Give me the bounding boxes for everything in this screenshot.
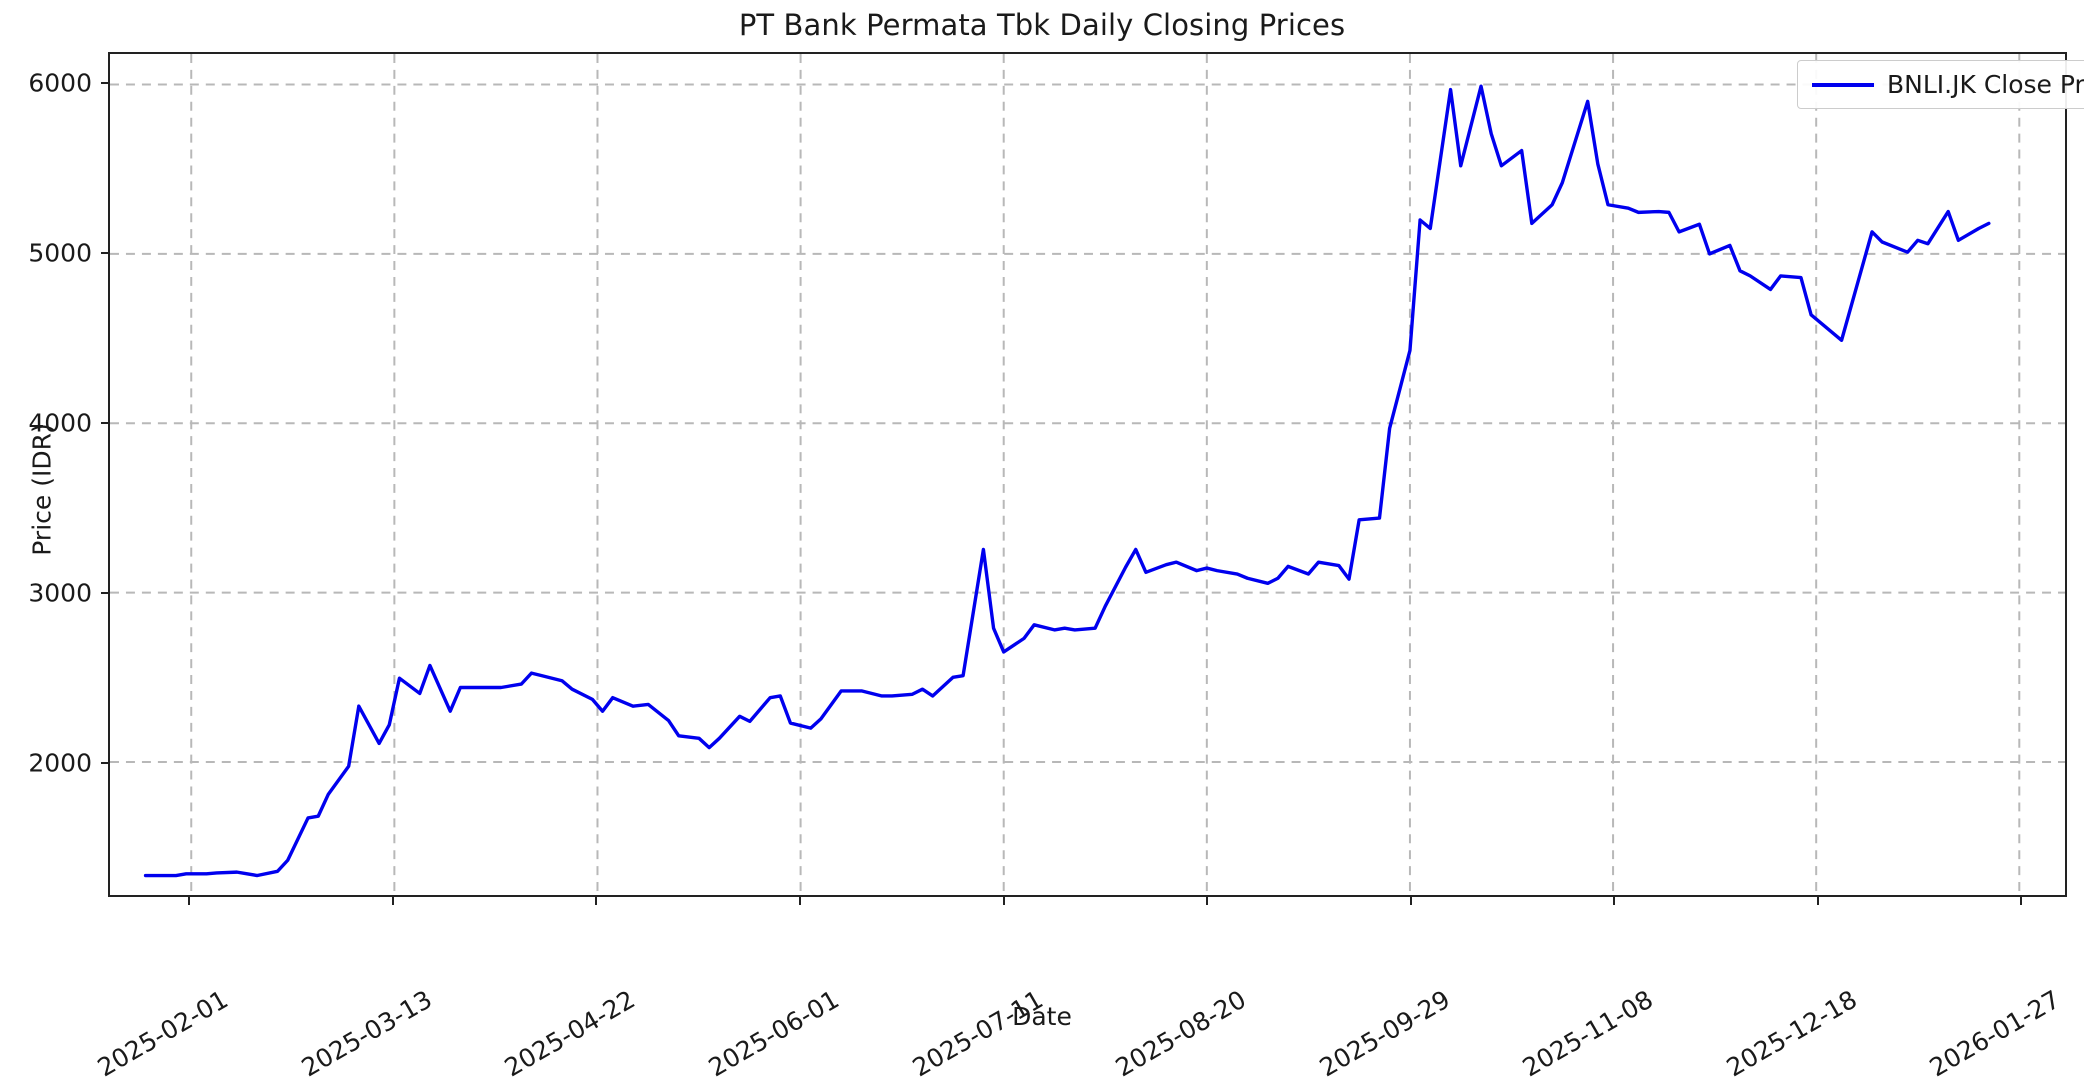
x-tick-label: 2025-12-18 [1721,984,1862,1082]
y-tick-label: 5000 [28,238,92,268]
chart-title: PT Bank Permata Tbk Daily Closing Prices [738,8,1346,42]
x-tick-mark [1206,896,1209,905]
y-tick-mark [101,422,109,425]
chart-legend: BNLI.JK Close Price [1797,60,2084,109]
legend-label: BNLI.JK Close Price [1887,70,2084,99]
x-axis-label: Date [1012,1002,1072,1031]
x-tick-mark [1613,896,1616,905]
plot-area [108,52,2067,897]
x-tick-mark [391,896,394,905]
data-line [146,86,1989,875]
plot-svg [110,54,2065,895]
x-tick-label: 2025-04-22 [500,984,641,1082]
x-tick-mark [1409,896,1412,905]
x-tick-label: 2025-06-01 [703,984,844,1082]
data-series-group [146,86,1989,875]
y-tick-mark [101,762,109,765]
x-tick-mark [1816,896,1819,905]
x-tick-label: 2025-03-13 [296,984,437,1082]
x-tick-mark [799,896,801,905]
chart-figure: PT Bank Permata Tbk Daily Closing Prices… [27,8,2084,1082]
y-tick-mark [101,251,109,254]
y-tick-mark [101,81,109,84]
y-tick-label: 3000 [28,578,92,608]
gridlines [110,54,2065,895]
y-tick-label: 4000 [28,408,92,438]
x-tick-mark [188,896,191,905]
x-tick-mark [1002,896,1005,905]
legend-line-swatch [1812,82,1874,87]
x-tick-label: 2025-09-29 [1314,984,1455,1082]
x-tick-label: 2025-08-20 [1110,984,1252,1082]
x-tick-label: 2025-11-08 [1517,984,1659,1082]
y-tick-label: 6000 [28,68,92,98]
y-tick-label: 2000 [28,748,92,778]
y-tick-mark [101,592,109,595]
x-tick-label: 2025-02-01 [93,984,234,1082]
x-tick-mark [595,896,598,905]
x-tick-label: 2026-01-27 [1924,984,2066,1082]
x-tick-mark [2020,896,2023,905]
x-tick-label: 2025-07-11 [907,984,1048,1082]
